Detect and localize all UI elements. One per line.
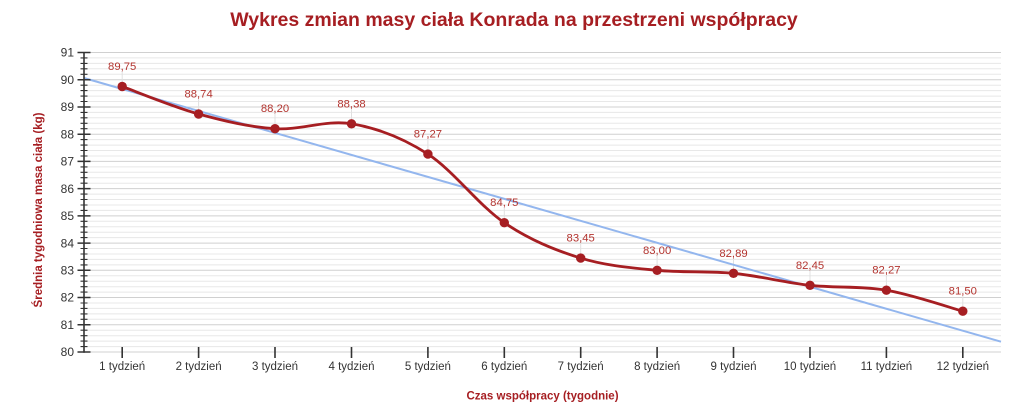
svg-text:82,89: 82,89 xyxy=(719,248,747,260)
svg-text:82: 82 xyxy=(61,291,75,305)
svg-text:88,38: 88,38 xyxy=(337,98,365,110)
svg-text:8 tydzień: 8 tydzień xyxy=(634,361,680,373)
svg-text:80: 80 xyxy=(61,345,75,359)
svg-text:90: 90 xyxy=(61,73,75,87)
svg-text:7 tydzień: 7 tydzień xyxy=(558,361,604,373)
svg-text:91: 91 xyxy=(61,46,75,60)
svg-text:83,00: 83,00 xyxy=(643,245,671,257)
svg-text:84: 84 xyxy=(61,236,75,250)
svg-text:83: 83 xyxy=(61,264,75,278)
svg-text:5 tydzień: 5 tydzień xyxy=(405,361,451,373)
svg-text:82,45: 82,45 xyxy=(796,260,824,272)
svg-text:9 tydzień: 9 tydzień xyxy=(710,361,756,373)
svg-text:2 tydzień: 2 tydzień xyxy=(176,361,222,373)
svg-text:11 tydzień: 11 tydzień xyxy=(861,361,913,373)
svg-text:89,75: 89,75 xyxy=(108,61,136,73)
svg-text:81,50: 81,50 xyxy=(949,286,977,298)
svg-text:87,27: 87,27 xyxy=(414,129,442,141)
svg-text:82,27: 82,27 xyxy=(872,265,900,277)
svg-text:6 tydzień: 6 tydzień xyxy=(481,361,527,373)
svg-text:83,45: 83,45 xyxy=(567,233,595,245)
svg-text:88,74: 88,74 xyxy=(184,89,212,101)
svg-text:10 tydzień: 10 tydzień xyxy=(784,361,836,373)
svg-text:86: 86 xyxy=(61,182,75,196)
svg-text:3 tydzień: 3 tydzień xyxy=(252,361,298,373)
svg-text:87: 87 xyxy=(61,155,75,169)
svg-text:12 tydzień: 12 tydzień xyxy=(937,361,989,373)
svg-text:85: 85 xyxy=(61,209,75,223)
svg-text:1 tydzień: 1 tydzień xyxy=(99,361,145,373)
svg-text:4 tydzień: 4 tydzień xyxy=(328,361,374,373)
svg-text:Średnia tygodniowa masa ciała: Średnia tygodniowa masa ciała (kg) xyxy=(32,112,45,307)
svg-text:84,75: 84,75 xyxy=(490,197,518,209)
svg-text:88: 88 xyxy=(61,127,75,141)
svg-text:89: 89 xyxy=(61,100,75,114)
svg-text:Czas współpracy (tygodnie): Czas współpracy (tygodnie) xyxy=(466,391,618,403)
svg-text:81: 81 xyxy=(61,318,75,332)
svg-text:88,20: 88,20 xyxy=(261,103,289,115)
svg-text:Wykres zmian masy ciała Konrad: Wykres zmian masy ciała Konrada na przes… xyxy=(230,9,798,31)
